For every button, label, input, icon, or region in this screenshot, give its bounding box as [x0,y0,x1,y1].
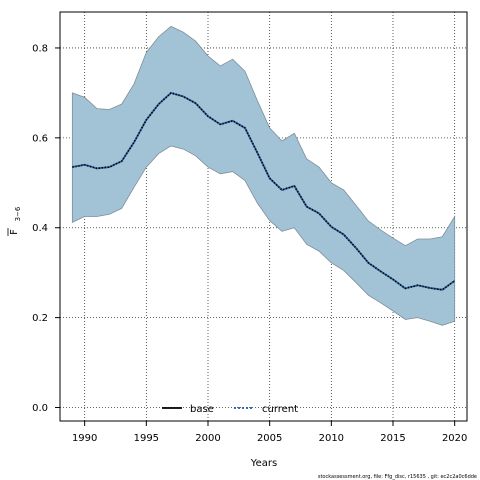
y-axis-title-main: F [9,229,20,235]
x-tick-label: 2005 [257,433,282,444]
x-tick-label: 2020 [442,433,467,444]
footer-source-note: stockassessment.org, file: Ffg_disc, r15… [318,474,477,480]
y-tick-label: 0.8 [32,43,48,54]
y-tick-label: 0.4 [32,223,48,234]
legend-label-current: current [262,404,298,415]
x-axis-title: Years [250,458,277,469]
x-tick-label: 1990 [72,433,97,444]
x-tick-label: 2010 [319,433,344,444]
x-tick-label: 2000 [195,433,220,444]
x-tick-label: 2015 [380,433,405,444]
y-axis-title: F 3−6 [7,206,22,236]
x-tick-label: 1995 [134,433,159,444]
y-axis-title-subscript: 3−6 [14,206,22,221]
y-tick-label: 0.6 [32,133,48,144]
y-tick-label: 0.0 [32,403,48,414]
plot-frame [59,11,468,422]
x-axis: 1990 1995 2000 2005 2010 2015 2020 [72,421,467,444]
legend-label-base: base [190,404,214,415]
series-line-current [72,92,456,291]
legend: base current [162,404,298,415]
y-axis: 0.0 0.2 0.4 0.6 0.8 [32,43,60,414]
y-tick-label: 0.2 [32,313,48,324]
series-layer [72,91,456,291]
